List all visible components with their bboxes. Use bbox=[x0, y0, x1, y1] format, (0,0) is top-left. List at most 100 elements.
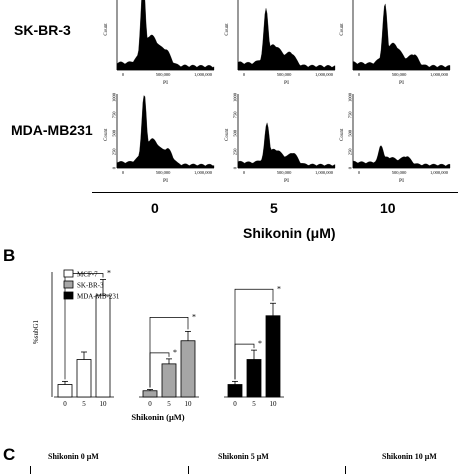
histogram-x-tick-label: 1,000,000 bbox=[430, 170, 449, 176]
treatment-divider bbox=[92, 192, 458, 193]
panel-c-title-10: Shikonin 10 μM bbox=[382, 452, 437, 461]
histogram-x-label: PI bbox=[399, 178, 404, 184]
histogram-x-tick-label: 1,000,000 bbox=[315, 72, 334, 78]
legend-swatch bbox=[63, 291, 74, 300]
histogram-trace bbox=[116, 95, 215, 169]
histogram-y-label: Count bbox=[104, 128, 109, 141]
legend-label: MCF-7 bbox=[77, 271, 98, 279]
significance-star: * bbox=[258, 339, 262, 348]
histogram-trace bbox=[237, 122, 336, 169]
histogram-y-tick-label: 500 bbox=[348, 129, 353, 137]
histogram-x-tick-label: 500,000 bbox=[156, 170, 171, 176]
dose-label-0: 0 bbox=[151, 200, 159, 216]
histogram-y-tick-label: 250 bbox=[348, 148, 353, 156]
x-tick-label: 5 bbox=[252, 400, 256, 408]
histogram-y-label: Count bbox=[340, 23, 345, 36]
histogram-x-label: PI bbox=[284, 178, 289, 184]
bar-mcf-7-10 bbox=[95, 294, 111, 398]
histogram-x-label: PI bbox=[163, 178, 168, 184]
legend-swatch bbox=[63, 269, 74, 278]
histogram-y-tick-label: 750 bbox=[112, 111, 117, 119]
bar-mda-mb-231-5 bbox=[246, 359, 262, 398]
histogram-x-tick-label: 0 bbox=[122, 72, 125, 77]
histogram-y-tick-label: 250 bbox=[112, 148, 117, 156]
dose-label-5: 5 bbox=[270, 200, 278, 216]
significance-star: * bbox=[192, 312, 196, 321]
panel-c-histogram-edge bbox=[345, 466, 346, 474]
row-label-mda-mb231: MDA-MB231 bbox=[11, 122, 93, 138]
x-tick-label: 0 bbox=[233, 400, 237, 408]
histogram-trace bbox=[116, 0, 215, 71]
panel-c-title-5: Shikonin 5 μM bbox=[218, 452, 269, 461]
histogram-x-tick-label: 0 bbox=[243, 72, 246, 77]
histogram-x-tick-label: 500,000 bbox=[277, 170, 292, 176]
x-tick-label: 10 bbox=[100, 400, 108, 408]
histogram-x-tick-label: 1,000,000 bbox=[194, 170, 213, 176]
histogram-x-tick-label: 1,000,000 bbox=[315, 170, 334, 176]
panel-c-histogram-edge bbox=[188, 466, 189, 474]
x-tick-label: 0 bbox=[148, 400, 152, 408]
flow-histogram-grid: Count 0 500,000 1,000,000 PI Count 0 500,000 1,0… bbox=[104, 0, 451, 184]
histogram-x-tick-label: 0 bbox=[358, 72, 361, 77]
dose-label-10: 10 bbox=[380, 200, 396, 216]
histogram-x-label: PI bbox=[399, 80, 404, 86]
bar-mcf-7-5 bbox=[76, 359, 92, 398]
histogram-x-label: PI bbox=[284, 80, 289, 86]
legend-label: SK-BR-3 bbox=[77, 282, 104, 290]
bar-mda-mb-231-10 bbox=[265, 315, 281, 398]
histogram-y-tick-label: 750 bbox=[233, 111, 238, 119]
histogram-x-tick-label: 1,000,000 bbox=[194, 72, 213, 78]
histogram-y-tick-label: 1000 bbox=[112, 92, 117, 102]
bar-mcf-7-0 bbox=[57, 384, 73, 398]
bar-sk-br-3-0 bbox=[142, 390, 158, 398]
x-tick-label: 10 bbox=[270, 400, 278, 408]
histogram-x-tick-label: 0 bbox=[243, 170, 246, 175]
x-tick-label: 10 bbox=[185, 400, 193, 408]
histogram-x-tick-label: 500,000 bbox=[392, 72, 407, 78]
histogram-y-label: Count bbox=[225, 128, 230, 141]
histogram-y-tick-label: 1000 bbox=[348, 92, 353, 102]
significance-bracket bbox=[64, 273, 104, 380]
significance-star: * bbox=[277, 284, 281, 293]
bar-sk-br-3-10 bbox=[180, 340, 196, 398]
x-tick-label: 5 bbox=[167, 400, 171, 408]
significance-bracket bbox=[234, 288, 274, 380]
histogram-x-tick-label: 500,000 bbox=[156, 72, 171, 78]
histogram-y-label: Count bbox=[225, 23, 230, 36]
significance-bracket bbox=[149, 317, 189, 388]
panel-c-letter: C bbox=[3, 445, 16, 464]
histogram-y-tick-label: 0 bbox=[348, 166, 353, 169]
histogram-y-label: Count bbox=[340, 128, 345, 141]
histogram-y-tick-label: 500 bbox=[233, 129, 238, 137]
panel-b-letter: B bbox=[3, 246, 16, 265]
bar-sk-br-3-5 bbox=[161, 363, 177, 398]
histogram-x-tick-label: 500,000 bbox=[392, 170, 407, 176]
histogram-x-tick-label: 0 bbox=[122, 170, 125, 175]
legend-swatch bbox=[63, 280, 74, 289]
panel-c-title-0: Shikonin 0 μM bbox=[48, 452, 99, 461]
bar-mda-mb-231-0 bbox=[227, 384, 243, 398]
histogram-y-tick-label: 750 bbox=[348, 111, 353, 119]
histogram-x-label: PI bbox=[163, 80, 168, 86]
histogram-x-tick-label: 500,000 bbox=[277, 72, 292, 78]
subg1-bar-chart: %subG1 0 5 10 * 0 5 10 * * 0 5 10 * * MCF-7 SK-BR-3 MDA-M… bbox=[32, 269, 284, 422]
histogram-trace bbox=[237, 8, 336, 71]
x-tick-label: 5 bbox=[82, 400, 86, 408]
legend-label: MDA-MB-231 bbox=[77, 293, 120, 301]
histogram-x-tick-label: 1,000,000 bbox=[430, 72, 449, 78]
histogram-trace bbox=[352, 3, 451, 71]
histogram-y-tick-label: 1000 bbox=[233, 92, 238, 102]
treatment-label: Shikonin (μM) bbox=[243, 225, 336, 241]
panel-c-histogram-edge bbox=[30, 466, 31, 474]
histogram-y-tick-label: 0 bbox=[112, 166, 117, 169]
histogram-y-tick-label: 250 bbox=[233, 148, 238, 156]
x-axis-label: Shikonin (μM) bbox=[131, 412, 184, 422]
y-axis-label: %subG1 bbox=[32, 319, 40, 344]
histogram-y-tick-label: 500 bbox=[112, 129, 117, 137]
x-tick-label: 0 bbox=[63, 400, 67, 408]
significance-star: * bbox=[107, 269, 111, 278]
histogram-y-tick-label: 0 bbox=[233, 166, 238, 169]
histogram-y-label: Count bbox=[104, 23, 109, 36]
row-label-sk-br-3: SK-BR-3 bbox=[14, 22, 71, 38]
histogram-trace bbox=[352, 145, 451, 169]
